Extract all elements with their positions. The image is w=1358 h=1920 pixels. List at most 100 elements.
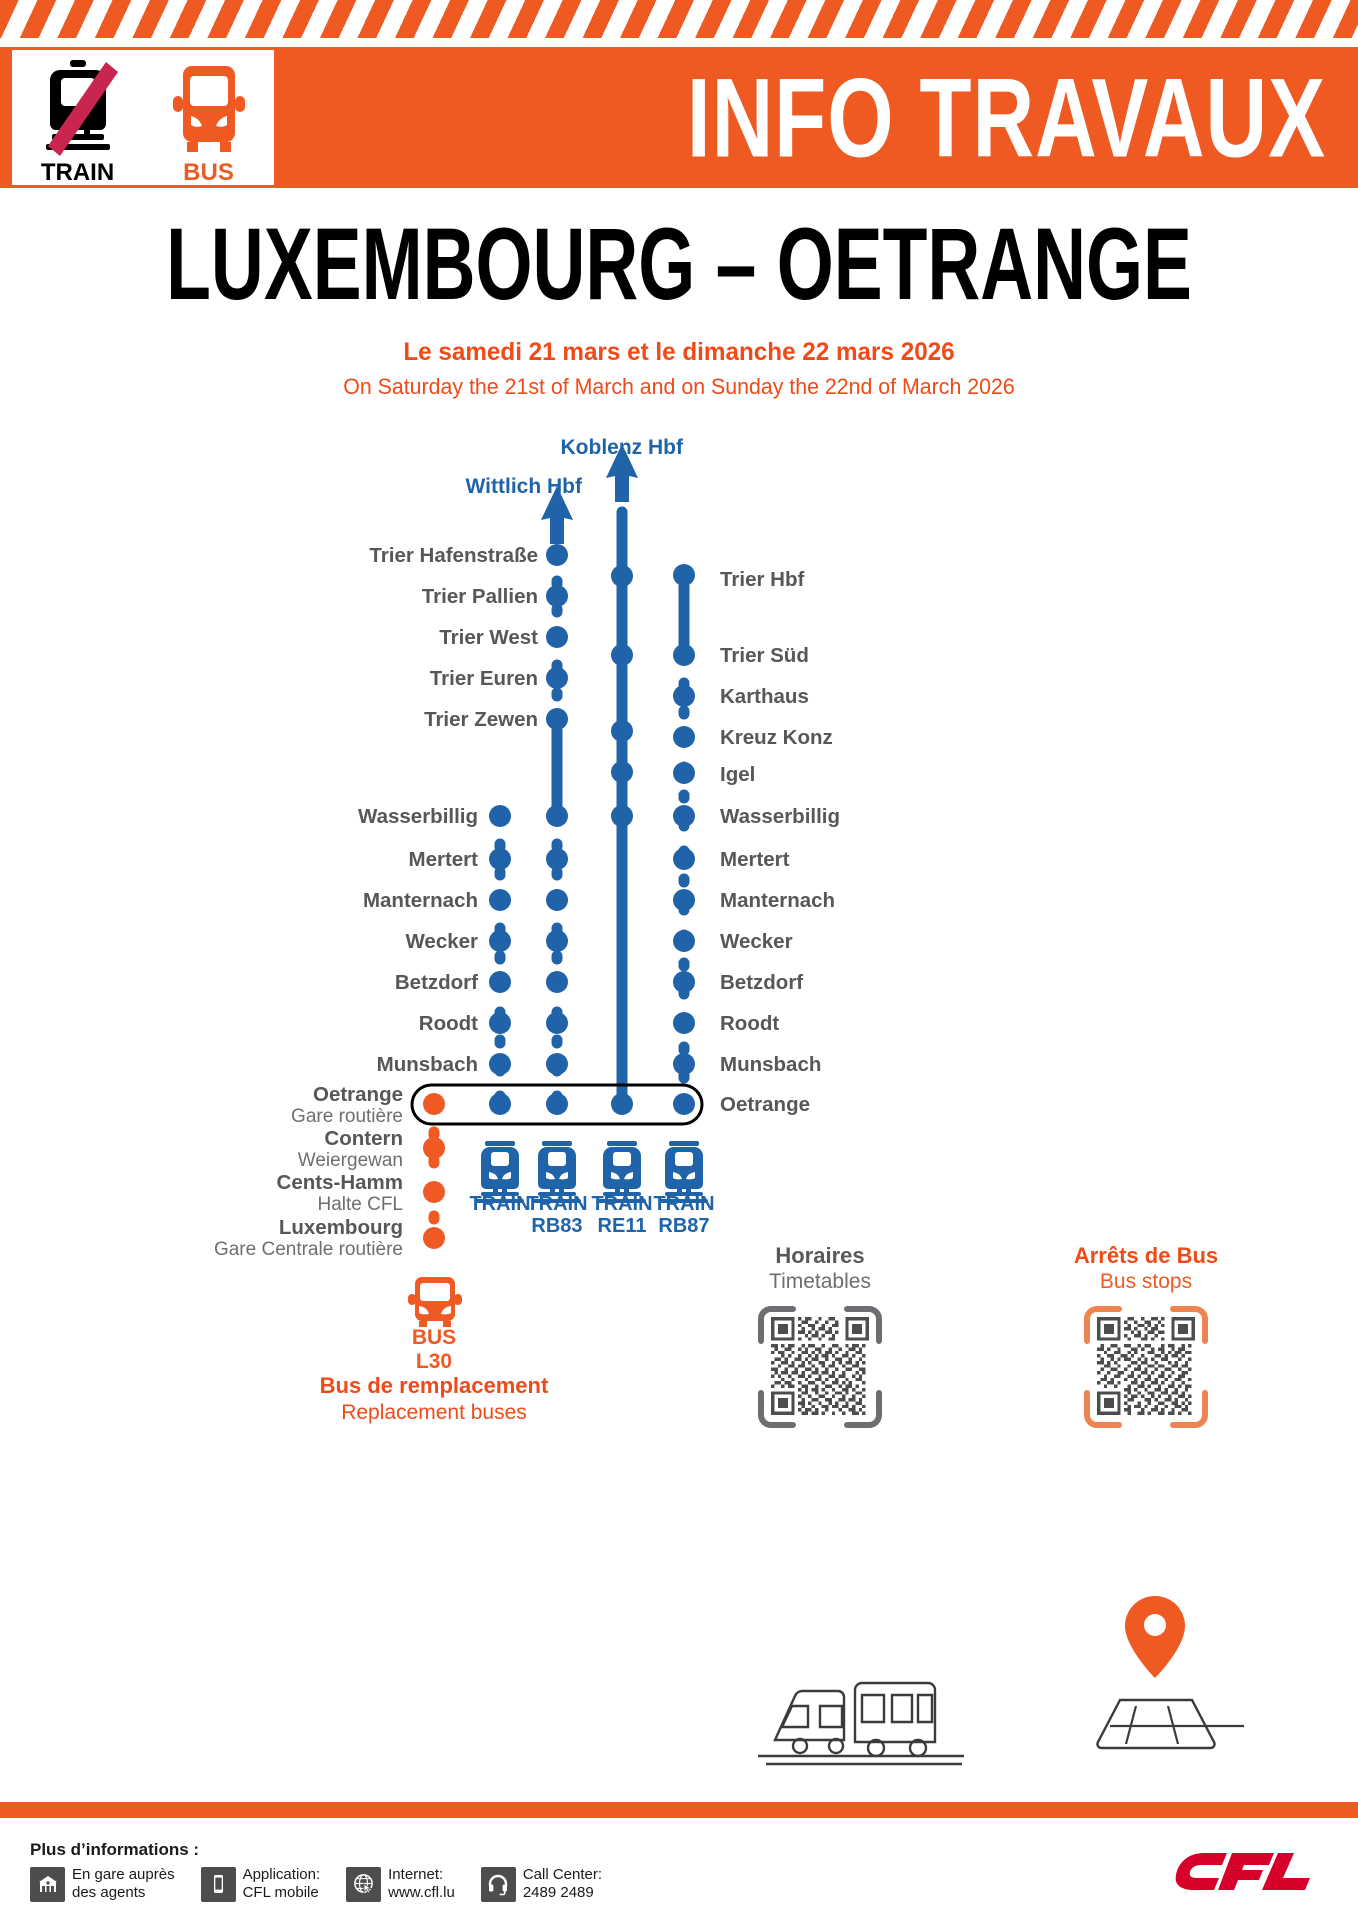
station-label-roodt-right: Roodt: [720, 1012, 780, 1035]
footer-item-app[interactable]: Application: CFL mobile: [200, 1866, 321, 1903]
mode-label-train-4-line1: TRAIN: [653, 1193, 715, 1215]
station-label-oetrange-rail: Oetrange: [720, 1093, 810, 1116]
station-label-betzdorf-left: Betzdorf: [394, 971, 478, 994]
station-label-wecker-left: Wecker: [405, 930, 478, 953]
footer-item-callcenter-line2: 2489 2489: [522, 1884, 594, 1902]
qr-code-icon[interactable]: [771, 1317, 869, 1415]
footer-item-app-text: Application: CFL mobile: [243, 1866, 321, 1903]
mode-label-train-3-line1: TRAIN: [591, 1193, 653, 1215]
mode-icon-bus: [408, 1277, 462, 1327]
badge-train-cell: TRAIN: [23, 58, 133, 187]
qr-block-timetables[interactable]: Horaires Timetables: [700, 1243, 940, 1431]
terminus-label-koblenz: Koblenz Hbf: [560, 436, 683, 459]
replacement-bus-note-fr: Bus de remplacement: [319, 1373, 549, 1398]
station-label-munsbach-left: Munsbach: [376, 1053, 478, 1076]
qr-bracket-icon: [758, 1306, 882, 1428]
station-label-betzdorf-right: Betzdorf: [720, 971, 804, 994]
station-label-luxembourg-name: Luxembourg: [278, 1216, 403, 1239]
mode-badge: TRAIN BUS: [12, 50, 274, 187]
station-label-trier-hbf: Trier Hbf: [720, 568, 805, 591]
station-label-luxembourg-sub: Gare Centrale routière: [213, 1238, 403, 1260]
footer-item-internet-line1: Internet:: [388, 1866, 444, 1883]
station-dots-col-a: [489, 805, 511, 1115]
date-en: On Saturday the 21st of March and on Sun…: [343, 374, 1015, 399]
replacement-bus-note-en: Replacement buses: [341, 1400, 527, 1424]
hazard-stripe-gap: [0, 38, 1358, 47]
mode-icon-train-4: [660, 1141, 708, 1203]
cfl-logo: [1175, 1853, 1310, 1890]
globe-cursor-icon: [346, 1866, 382, 1902]
footer-item-internet[interactable]: Internet: www.cfl.lu: [346, 1866, 455, 1903]
hazard-stripe-banner: [0, 0, 1358, 38]
terminus-label-wittlich: Wittlich Hbf: [465, 475, 582, 498]
qr-code-icon[interactable]: [1097, 1317, 1195, 1415]
badge-bus-cell: BUS: [154, 58, 264, 187]
station-label-manternach-left: Manternach: [362, 889, 478, 912]
train-bus-illustration: [758, 1681, 964, 1766]
footer-item-app-line1: Application:: [242, 1866, 321, 1883]
mode-icon-train-2: [533, 1141, 581, 1203]
footer-item-callcenter[interactable]: Call Center: 2489 2489: [480, 1866, 602, 1903]
page-title: LUXEMBOURG – OETRANGE: [0, 205, 1358, 321]
footer-item-station[interactable]: En gare auprès des agents: [30, 1866, 175, 1903]
station-label-luxembourg: Luxembourg Gare Centrale routière: [214, 1217, 403, 1259]
station-label-trier-pallien: Trier Pallien: [421, 585, 538, 608]
footer-title: Plus d’informations :: [30, 1840, 200, 1859]
station-label-mertert-right: Mertert: [720, 848, 790, 871]
footer-item-app-line2: CFL mobile: [242, 1884, 319, 1902]
footer-item-callcenter-text: Call Center: 2489 2489: [523, 1866, 602, 1903]
footer-contact-list: En gare auprès des agents Application: C…: [30, 1866, 602, 1903]
station-label-contern: Contern Weiergewan: [298, 1128, 403, 1170]
mode-label-bus: BUS L30: [386, 1326, 482, 1374]
station-label-contern-name: Contern: [324, 1127, 403, 1150]
mode-label-bus-line1: BUS: [411, 1326, 457, 1349]
qr-timetables-frame: [755, 1303, 885, 1431]
badge-train-label: TRAIN: [40, 159, 115, 186]
station-label-wasserbillig-right: Wasserbillig: [720, 805, 840, 828]
station-dots-col-b: [546, 544, 568, 1115]
qr-block-bus-stops[interactable]: Arrêts de Bus Bus stops: [1026, 1243, 1266, 1431]
badge-bus-label: BUS: [183, 159, 234, 186]
footer-item-internet-line2: www.cfl.lu: [388, 1884, 455, 1902]
station-label-oetrange-bus: Oetrange Gare routière: [291, 1084, 403, 1126]
oetrange-interchange-capsule: [410, 1083, 704, 1126]
mode-icon-train-1: [476, 1141, 524, 1203]
station-dots-col-d: [673, 564, 695, 1115]
mode-label-train-4-line2: RB87: [658, 1215, 710, 1238]
station-label-cents-hamm-sub: Halte CFL: [317, 1193, 403, 1215]
station-label-trier-sued: Trier Süd: [720, 644, 809, 667]
station-label-roodt-left: Roodt: [418, 1012, 478, 1035]
header-title-text: INFO TRAVAUX: [686, 53, 1327, 181]
qr-bracket-icon: [1084, 1306, 1208, 1428]
bus-icon: [172, 66, 245, 152]
station-building-icon: [30, 1866, 65, 1902]
page-title-text: LUXEMBOURG – OETRANGE: [166, 206, 1192, 321]
station-label-kreuz-konz: Kreuz Konz: [720, 726, 833, 749]
footer-item-station-line2: des agents: [72, 1884, 146, 1902]
mobile-phone-icon: [200, 1866, 236, 1902]
station-label-wasserbillig-left: Wasserbillig: [358, 805, 478, 828]
station-label-karthaus: Karthaus: [720, 685, 809, 708]
header-title: INFO TRAVAUX: [300, 47, 1350, 188]
footer-item-station-text: En gare auprès des agents: [72, 1866, 175, 1903]
train-crossed-out-icon: [45, 60, 118, 156]
footer-item-station-line1: En gare auprès: [72, 1866, 175, 1883]
replacement-bus-note: Bus de remplacement Replacement buses: [250, 1372, 618, 1426]
date-block: Le samedi 21 mars et le dimanche 22 mars…: [0, 338, 1358, 400]
station-label-wecker-right: Wecker: [720, 930, 793, 953]
station-label-oetrange-bus-name: Oetrange: [313, 1083, 403, 1106]
footer-item-callcenter-line1: Call Center:: [522, 1866, 603, 1883]
mode-label-train-1: TRAIN: [452, 1193, 548, 1215]
station-label-contern-sub: Weiergewan: [297, 1149, 403, 1171]
qr-bus-stops-frame: [1081, 1303, 1211, 1431]
station-label-oetrange-bus-sub: Gare routière: [291, 1105, 403, 1127]
footer-item-internet-text: Internet: www.cfl.lu: [388, 1866, 455, 1903]
footer-divider: [0, 1802, 1358, 1818]
mode-label-train-3: TRAIN RE11: [574, 1193, 670, 1238]
mode-label-train-4: TRAIN RB87: [636, 1193, 732, 1238]
station-label-trier-west: Trier West: [439, 626, 538, 649]
qr-bus-stops-title-en: Bus stops: [1099, 1270, 1193, 1293]
line-bus-branch: [423, 1093, 445, 1249]
